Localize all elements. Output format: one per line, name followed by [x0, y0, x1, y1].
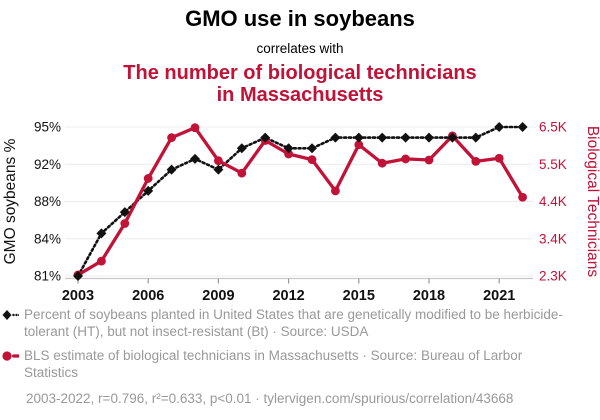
y-gridlines: [65, 126, 533, 277]
svg-text:5.5K: 5.5K: [539, 157, 567, 172]
svg-text:3.4K: 3.4K: [539, 231, 567, 246]
right-axis-ticks: 6.5K 5.5K 4.4K 3.4K 2.3K: [539, 120, 567, 284]
svg-text:95%: 95%: [34, 120, 61, 135]
technicians-series-line: [76, 126, 525, 277]
svg-text:2.3K: 2.3K: [539, 269, 567, 284]
legend-label-gmo: Percent of soybeans planted in United St…: [24, 307, 563, 339]
right-axis-title: Biological Technicians: [584, 126, 600, 278]
chart-subtitle-line2: in Massachusetts: [216, 84, 384, 106]
circle-solid-line-icon: [2, 351, 19, 361]
svg-text:84%: 84%: [34, 231, 61, 246]
chart-title: GMO use in soybeans: [185, 6, 415, 31]
legend-label-technicians: BLS estimate of biological technicians i…: [24, 348, 523, 380]
left-axis-title: GMO soybeans %: [2, 138, 19, 264]
legend-item-technicians: BLS estimate of biological technicians i…: [2, 347, 590, 381]
svg-text:88%: 88%: [34, 194, 61, 209]
gmo-series-markers: [73, 122, 528, 281]
svg-text:2018: 2018: [413, 288, 445, 304]
svg-text:81%: 81%: [34, 269, 61, 284]
citation-text: 2003-2022, r=0.796, r²=0.633, p<0.01 · t…: [26, 391, 514, 406]
correlates-with-text: correlates with: [256, 41, 344, 56]
gmo-series-line: [76, 125, 524, 278]
svg-text:2012: 2012: [272, 288, 304, 304]
chart-header: GMO use in soybeans correlates with The …: [0, 6, 600, 110]
x-axis: 2003 2006 2009 2012 2015 2018 2021: [62, 277, 533, 304]
svg-text:2006: 2006: [132, 288, 164, 304]
svg-text:2021: 2021: [483, 288, 515, 304]
svg-text:2009: 2009: [202, 288, 234, 304]
left-axis-ticks: 95% 92% 88% 84% 81%: [34, 120, 61, 284]
svg-text:2015: 2015: [343, 288, 375, 304]
chart-subtitle-line1: The number of biological technicians: [123, 62, 477, 84]
chart-subtitle: The number of biological technicians in …: [0, 62, 600, 106]
svg-text:92%: 92%: [34, 157, 61, 172]
legend: Percent of soybeans planted in United St…: [0, 306, 600, 407]
svg-text:4.4K: 4.4K: [539, 194, 567, 209]
legend-item-gmo: Percent of soybeans planted in United St…: [2, 306, 590, 340]
line-chart: 2003 2006 2009 2012 2015 2018 2021 95% 92% 88% 84%…: [2, 120, 600, 304]
diamond-dotted-line-icon: [2, 310, 19, 320]
svg-text:6.5K: 6.5K: [539, 120, 567, 135]
svg-text:2003: 2003: [62, 288, 94, 304]
